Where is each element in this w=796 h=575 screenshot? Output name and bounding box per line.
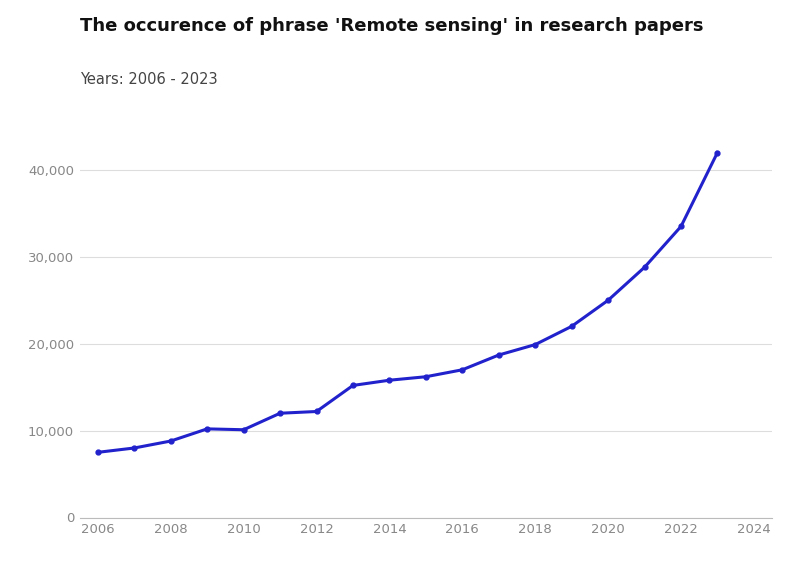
- Text: Years: 2006 - 2023: Years: 2006 - 2023: [80, 72, 217, 87]
- Text: The occurence of phrase 'Remote sensing' in research papers: The occurence of phrase 'Remote sensing'…: [80, 17, 703, 35]
